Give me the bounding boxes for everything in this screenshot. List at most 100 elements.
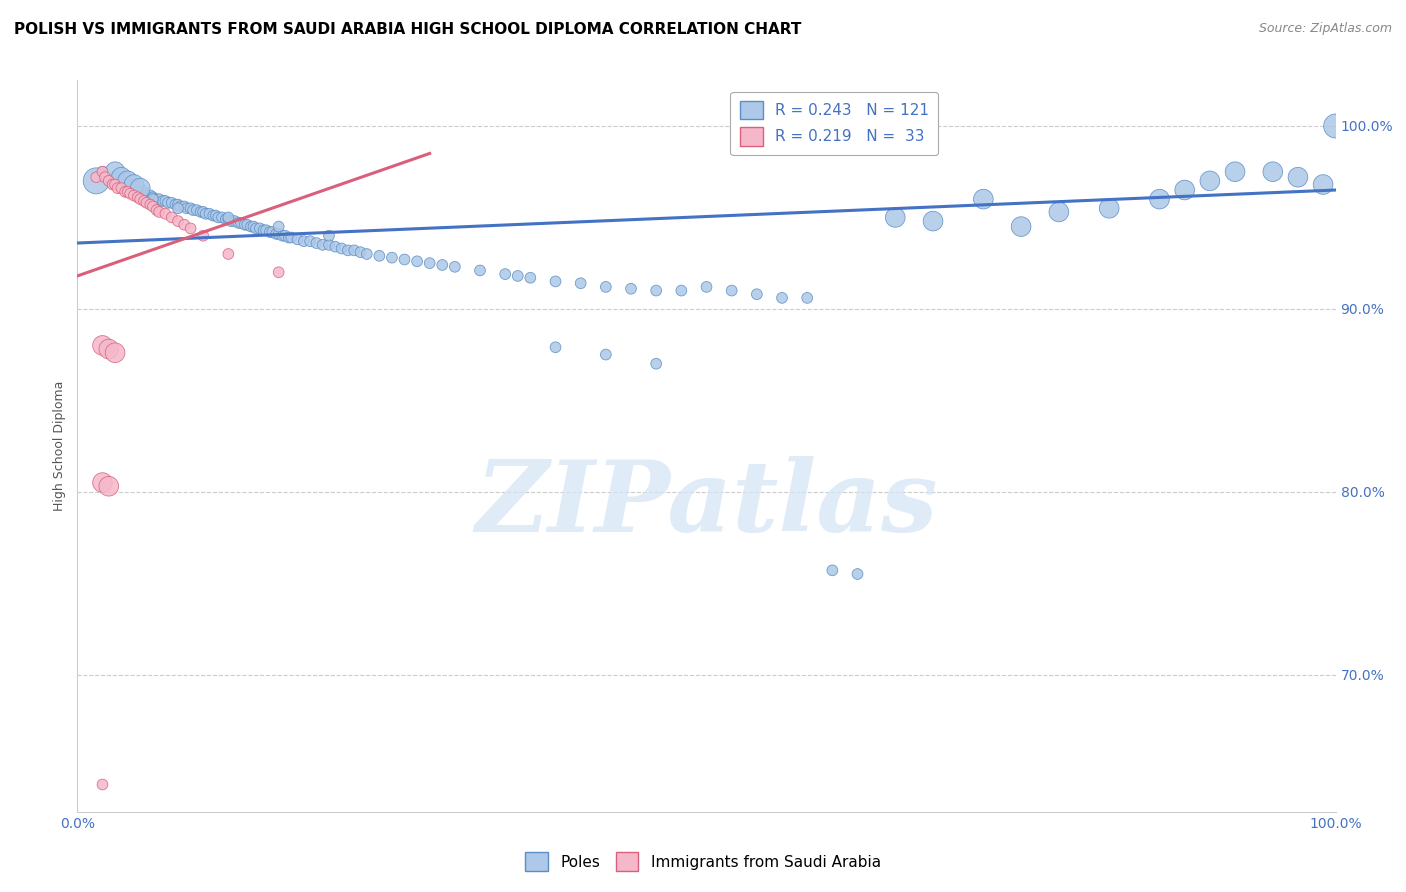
Point — [770, 291, 793, 305]
Point — [494, 267, 516, 281]
Point — [224, 214, 246, 228]
Point — [148, 205, 170, 219]
Point — [336, 244, 359, 258]
Point — [142, 199, 165, 213]
Point — [645, 357, 668, 371]
Point — [323, 240, 346, 254]
Point — [240, 219, 263, 234]
Point — [1312, 178, 1334, 192]
Point — [122, 178, 145, 192]
Point — [406, 254, 429, 268]
Point — [745, 287, 768, 301]
Point — [110, 181, 132, 195]
Point — [122, 181, 145, 195]
Point — [167, 214, 190, 228]
Point — [104, 170, 127, 185]
Legend: R = 0.243   N = 121, R = 0.219   N =  33: R = 0.243 N = 121, R = 0.219 N = 33 — [731, 92, 938, 155]
Point — [821, 563, 844, 577]
Y-axis label: High School Diploma: High School Diploma — [53, 381, 66, 511]
Point — [181, 203, 204, 218]
Point — [165, 197, 187, 211]
Point — [91, 777, 114, 791]
Point — [155, 207, 177, 221]
Point — [191, 228, 215, 243]
Legend: Poles, Immigrants from Saudi Arabia: Poles, Immigrants from Saudi Arabia — [519, 847, 887, 877]
Point — [972, 192, 994, 206]
Point — [148, 192, 170, 206]
Point — [267, 265, 290, 279]
Text: Source: ZipAtlas.com: Source: ZipAtlas.com — [1258, 22, 1392, 36]
Point — [1223, 164, 1246, 178]
Point — [211, 211, 233, 225]
Point — [198, 207, 221, 221]
Point — [91, 475, 114, 490]
Point — [219, 214, 242, 228]
Point — [132, 194, 155, 208]
Text: ZIPatlas: ZIPatlas — [475, 457, 938, 553]
Point — [264, 227, 287, 241]
Point — [1286, 170, 1309, 185]
Point — [180, 221, 202, 235]
Point — [267, 219, 290, 234]
Point — [104, 164, 127, 178]
Point — [277, 230, 299, 244]
Point — [312, 237, 335, 252]
Point — [245, 221, 267, 235]
Point — [145, 203, 167, 218]
Point — [1261, 164, 1284, 178]
Point — [506, 268, 529, 283]
Point — [129, 181, 152, 195]
Point — [254, 223, 277, 237]
Point — [262, 225, 284, 239]
Point — [139, 188, 162, 202]
Point — [318, 228, 340, 243]
Point — [292, 234, 315, 248]
Point — [318, 237, 340, 252]
Point — [97, 479, 120, 493]
Point — [1047, 205, 1070, 219]
Point — [236, 218, 259, 232]
Point — [122, 188, 145, 202]
Point — [97, 342, 120, 356]
Point — [167, 197, 190, 211]
Point — [468, 263, 491, 277]
Text: POLISH VS IMMIGRANTS FROM SAUDI ARABIA HIGH SCHOOL DIPLOMA CORRELATION CHART: POLISH VS IMMIGRANTS FROM SAUDI ARABIA H… — [14, 22, 801, 37]
Point — [544, 274, 567, 288]
Point — [142, 190, 165, 204]
Point — [696, 280, 718, 294]
Point — [129, 181, 152, 195]
Point — [249, 221, 271, 235]
Point — [180, 201, 202, 215]
Point — [97, 174, 120, 188]
Point — [645, 284, 668, 298]
Point — [156, 195, 179, 210]
Point — [160, 195, 183, 210]
Point — [84, 174, 107, 188]
Point — [394, 252, 416, 267]
Point — [191, 205, 215, 219]
Point — [129, 192, 152, 206]
Point — [122, 178, 145, 192]
Point — [135, 195, 157, 210]
Point — [186, 203, 208, 218]
Point — [1010, 219, 1032, 234]
Point — [117, 174, 139, 188]
Point — [169, 199, 191, 213]
Point — [110, 174, 132, 188]
Point — [252, 223, 274, 237]
Point — [132, 185, 155, 199]
Point — [544, 340, 567, 354]
Point — [167, 201, 190, 215]
Point — [846, 567, 869, 582]
Point — [207, 211, 229, 225]
Point — [299, 234, 322, 248]
Point — [1324, 119, 1347, 133]
Point — [142, 192, 165, 206]
Point — [143, 192, 166, 206]
Point — [1198, 174, 1220, 188]
Point — [228, 216, 250, 230]
Point — [173, 199, 195, 213]
Point — [84, 170, 107, 185]
Point — [139, 197, 162, 211]
Point — [104, 178, 127, 192]
